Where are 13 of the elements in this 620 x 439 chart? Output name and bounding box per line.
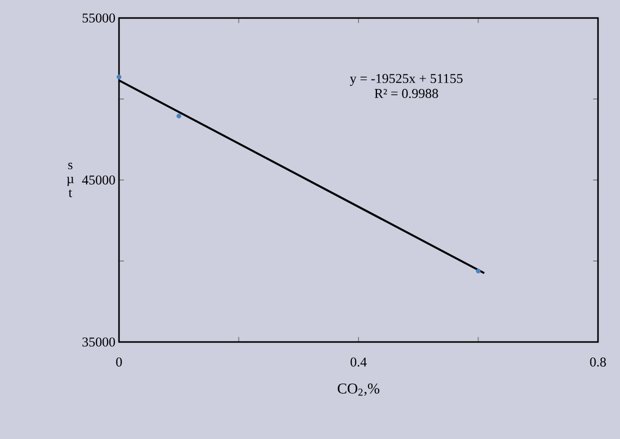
annotation: R² = 0.9988	[374, 88, 438, 98]
y-tick-label: 55000	[82, 13, 115, 23]
point	[116, 74, 122, 80]
y-axis-title: s µ t	[66, 162, 74, 198]
y-tick-label: 45000	[82, 175, 115, 185]
x-tick-label: 0.8	[590, 358, 606, 367]
x-tick-label: 0	[116, 358, 122, 367]
point	[176, 114, 182, 118]
annotation: y = -19525x + 51155	[350, 74, 463, 86]
y-tick-label: 35000	[82, 337, 115, 347]
point	[476, 268, 481, 274]
x-tick-label: 0.4	[350, 358, 367, 367]
x-axis-title: CO$_{2}$,%	[338, 383, 380, 396]
